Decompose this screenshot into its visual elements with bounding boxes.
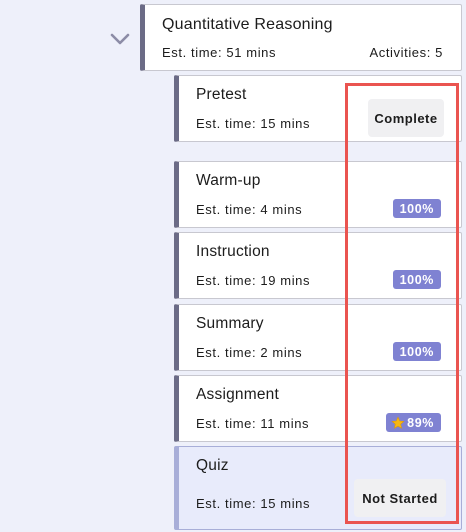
progress-value: 89% [407,415,434,430]
activity-assignment[interactable]: Assignment Est. time: 11 mins 89% [174,375,462,442]
activity-summary[interactable]: Summary Est. time: 2 mins 100% [174,304,462,371]
chevron-down-icon[interactable] [109,31,131,47]
progress-badge: 100% [392,270,441,289]
activity-title: Summary [196,315,264,332]
module-activities-count: Activities: 5 [369,45,443,60]
activity-est-time: Est. time: 11 mins [196,416,310,431]
activity-pretest[interactable]: Pretest Est. time: 15 mins Complete [174,75,462,142]
activity-title: Warm-up [196,172,261,189]
module-est-time: Est. time: 51 mins [162,45,277,60]
activity-warm-up[interactable]: Warm-up Est. time: 4 mins 100% [174,161,462,228]
activity-title: Quiz [196,457,229,474]
activity-est-time: Est. time: 19 mins [196,273,311,288]
progress-badge: 100% [392,199,441,218]
status-badge: Complete [368,99,444,137]
activity-title: Assignment [196,386,279,403]
activity-est-time: Est. time: 4 mins [196,202,303,217]
activity-quiz[interactable]: Quiz Est. time: 15 mins Not Started [174,446,462,530]
progress-badge: 100% [392,342,441,361]
module-title: Quantitative Reasoning [162,16,333,33]
activity-est-time: Est. time: 15 mins [196,116,311,131]
status-badge: Not Started [354,479,446,517]
module-card[interactable]: Quantitative Reasoning Est. time: 51 min… [140,4,462,71]
activity-est-time: Est. time: 2 mins [196,345,303,360]
star-icon [391,415,405,429]
activity-title: Instruction [196,243,270,260]
progress-badge: 89% [386,413,441,432]
activity-est-time: Est. time: 15 mins [196,496,311,511]
activity-title: Pretest [196,86,247,103]
activity-instruction[interactable]: Instruction Est. time: 19 mins 100% [174,232,462,299]
